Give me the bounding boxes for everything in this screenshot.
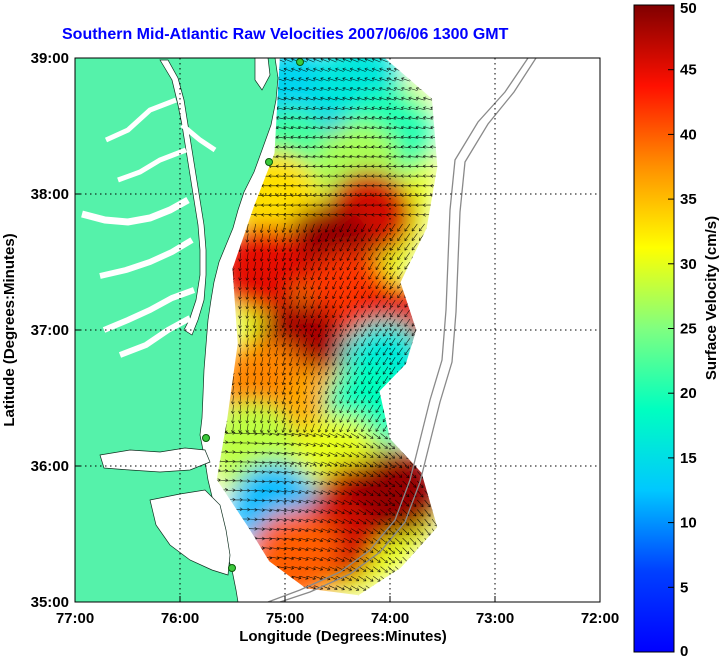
potomac-river [81, 196, 190, 226]
y-tick-label: 35:00 [31, 594, 69, 611]
rappahannock-river [99, 237, 194, 279]
y-tick-label: 37:00 [31, 322, 69, 339]
vector-arrows [216, 58, 438, 596]
upper-bay-rivers [104, 97, 217, 183]
colorbar-label: Surface Velocity (cm/s) [703, 216, 720, 380]
colorbar-tick-label: 45 [680, 62, 697, 79]
colorbar-tick-label: 20 [680, 385, 697, 402]
radar-site-marker [228, 564, 236, 572]
radar-site-marker [296, 58, 304, 66]
colorbar-tick-label: 30 [680, 256, 697, 273]
colorbar-tick-label: 25 [680, 321, 697, 338]
x-tick-label: 76:00 [161, 610, 199, 627]
y-tick-label: 38:00 [31, 186, 69, 203]
colorbar-tick-label: 0 [680, 643, 688, 659]
x-tick-label: 75:00 [266, 610, 304, 627]
x-tick-label: 74:00 [371, 610, 409, 627]
x-tick-label: 77:00 [56, 610, 94, 627]
colorbar-tick-label: 10 [680, 515, 697, 532]
radar-site-marker [265, 158, 273, 166]
colorbar-tick-label: 15 [680, 450, 697, 467]
velocity-cell [220, 224, 308, 313]
colorbar-tick-label: 5 [680, 579, 688, 596]
x-tick-label: 73:00 [476, 610, 514, 627]
grid-lines [75, 58, 600, 602]
pamlico-sound [149, 489, 231, 576]
colorbar [633, 4, 675, 653]
colorbar-tick-label: 50 [680, 0, 697, 17]
albemarle-sound [99, 447, 211, 473]
radar-site-marker [202, 434, 210, 442]
x-axis-label: Longitude (Degrees:Minutes) [239, 628, 447, 645]
bathymetry-contour [267, 58, 529, 602]
y-axis-label: Latitude (Degrees:Minutes) [1, 233, 18, 426]
x-axis: 77:00 76:00 75:00 74:00 73:00 72:00 [56, 596, 619, 627]
colorbar-tick-label: 35 [680, 191, 697, 208]
colorbar-ticks: 0 5 10 15 20 25 30 35 40 45 50 [668, 0, 697, 659]
y-tick-label: 36:00 [31, 458, 69, 475]
chart-title: Southern Mid-Atlantic Raw Velocities 200… [62, 26, 509, 43]
velocity-cell [351, 449, 438, 538]
x-tick-label: 72:00 [581, 610, 619, 627]
y-tick-label: 39:00 [31, 50, 69, 67]
delaware-bay [254, 58, 271, 91]
bathymetry-contour [279, 58, 537, 602]
york-james-rivers [102, 287, 196, 358]
colorbar-tick-label: 40 [680, 126, 697, 143]
y-axis: 35:00 36:00 37:00 38:00 39:00 [31, 50, 81, 611]
current-vectors [216, 58, 438, 596]
